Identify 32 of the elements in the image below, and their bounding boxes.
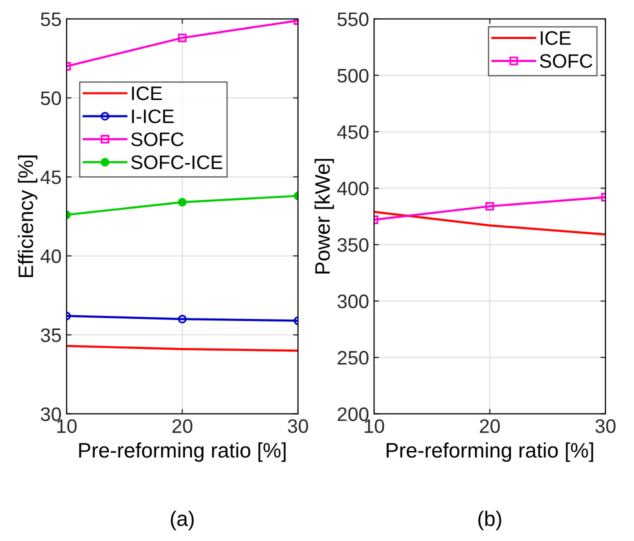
y-tick-label: 40 [40, 249, 61, 264]
x-tick-label: 20 [172, 419, 192, 434]
y-tick-label: 200 [338, 407, 368, 422]
legend-label: I-ICE [132, 109, 174, 124]
y-tick-label: 500 [338, 68, 368, 83]
y-tick-label: 30 [40, 407, 61, 422]
legend-label: SOFC [540, 54, 592, 68]
x-tick-label: 10 [364, 419, 384, 434]
x-tick-label: 30 [288, 419, 308, 434]
y-tick-label: 350 [338, 238, 368, 252]
legend-label: SOFC-ICE [131, 155, 222, 170]
y-tick-label: 50 [40, 91, 61, 106]
legend-label: ICE [132, 86, 162, 100]
text: (b) [478, 510, 502, 530]
legend-label: SOFC [131, 132, 184, 146]
y-tick-label: 35 [40, 328, 61, 342]
legend-label: ICE [540, 31, 571, 45]
x-tick-label: 30 [595, 419, 616, 434]
x-axis-title: Pre-reforming ratio [%] [79, 442, 286, 462]
y-axis-title: Efficiency [%] [18, 156, 38, 278]
y-tick-label: 450 [337, 125, 368, 140]
x-tick-label: 10 [57, 419, 77, 434]
y-tick-label: 250 [338, 350, 368, 365]
text: (a) [170, 510, 194, 530]
y-tick-label: 45 [40, 170, 61, 184]
x-axis-title: Pre-reforming ratio [%] [386, 442, 594, 462]
y-tick-label: 55 [40, 12, 61, 26]
x-tick-label: 20 [480, 419, 500, 434]
y-tick-label: 550 [338, 12, 368, 26]
y-tick-label: 300 [338, 294, 368, 308]
y-tick-label: 400 [337, 182, 368, 196]
y-axis-title: Power [kWe] [314, 159, 334, 274]
